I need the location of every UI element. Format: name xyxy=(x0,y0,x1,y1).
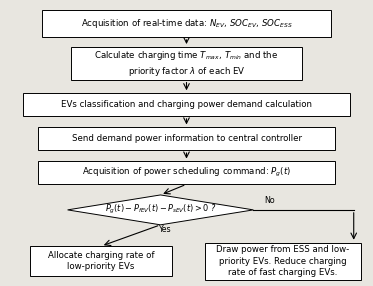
Text: No: No xyxy=(264,196,275,205)
FancyBboxPatch shape xyxy=(38,127,335,150)
FancyBboxPatch shape xyxy=(41,10,332,37)
Text: $P_g(t) - P_{fEV}(t) - P_{sEV}(t) > 0$ ?: $P_g(t) - P_{fEV}(t) - P_{sEV}(t) > 0$ ? xyxy=(105,203,216,217)
FancyBboxPatch shape xyxy=(38,162,335,184)
Text: Acquisition of real-time data: $N_{EV}$, $SOC_{EV}$, $SOC_{ESS}$: Acquisition of real-time data: $N_{EV}$,… xyxy=(81,17,292,30)
Text: Acquisition of power scheduling command: $P_g(t)$: Acquisition of power scheduling command:… xyxy=(82,166,291,179)
FancyBboxPatch shape xyxy=(23,93,350,116)
Text: Draw power from ESS and low-
priority EVs. Reduce charging
rate of fast charging: Draw power from ESS and low- priority EV… xyxy=(216,245,350,277)
Text: Calculate charging time $T_{max}$, $T_{min}$ and the
priority factor $\lambda$ o: Calculate charging time $T_{max}$, $T_{m… xyxy=(94,49,279,78)
Text: Yes: Yes xyxy=(158,225,170,234)
Text: EVs classification and charging power demand calculation: EVs classification and charging power de… xyxy=(61,100,312,109)
Text: Allocate charging rate of
low-priority EVs: Allocate charging rate of low-priority E… xyxy=(48,251,154,271)
FancyBboxPatch shape xyxy=(71,47,302,80)
FancyBboxPatch shape xyxy=(31,246,172,276)
FancyBboxPatch shape xyxy=(205,243,361,280)
Text: Send demand power information to central controller: Send demand power information to central… xyxy=(72,134,301,143)
Polygon shape xyxy=(68,195,253,225)
